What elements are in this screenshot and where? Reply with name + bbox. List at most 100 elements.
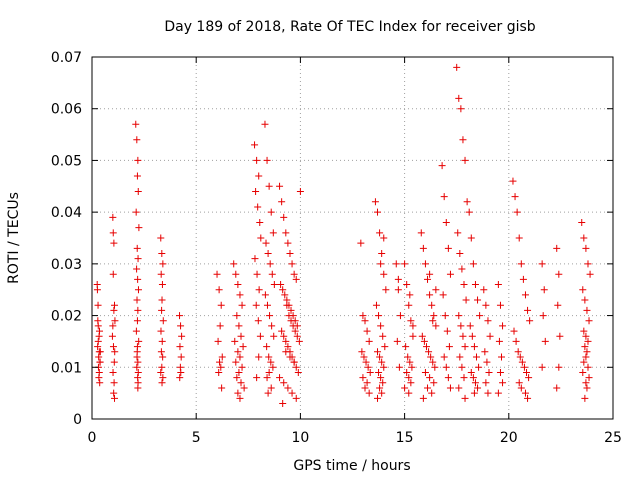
data-point bbox=[95, 332, 103, 340]
data-point bbox=[417, 229, 425, 237]
data-point bbox=[231, 337, 239, 345]
data-point bbox=[94, 337, 102, 345]
data-point bbox=[496, 368, 504, 376]
y-tick-label: 0.05 bbox=[51, 153, 82, 169]
data-point bbox=[472, 353, 480, 361]
data-point bbox=[518, 358, 526, 366]
data-point bbox=[277, 281, 285, 289]
data-point bbox=[446, 384, 454, 392]
data-point bbox=[374, 394, 382, 402]
data-point bbox=[239, 343, 247, 351]
data-point bbox=[157, 348, 165, 356]
data-point bbox=[279, 286, 287, 294]
data-point bbox=[264, 250, 272, 258]
data-point bbox=[407, 379, 415, 387]
data-point bbox=[267, 384, 275, 392]
data-point bbox=[134, 384, 142, 392]
data-point bbox=[511, 193, 519, 201]
data-point bbox=[515, 379, 523, 387]
data-point bbox=[585, 374, 593, 382]
data-point bbox=[582, 332, 590, 340]
data-point bbox=[176, 374, 184, 382]
data-point bbox=[266, 260, 274, 268]
data-point bbox=[408, 363, 416, 371]
data-point bbox=[524, 394, 532, 402]
data-point bbox=[263, 374, 271, 382]
data-point bbox=[458, 363, 466, 371]
data-point bbox=[236, 394, 244, 402]
data-point bbox=[372, 301, 380, 309]
y-tick-label: 0.06 bbox=[51, 102, 82, 118]
plot-frame bbox=[91, 56, 614, 420]
data-point bbox=[538, 260, 546, 268]
data-point bbox=[377, 260, 385, 268]
data-point bbox=[132, 208, 140, 216]
data-point bbox=[580, 358, 588, 366]
data-point bbox=[467, 234, 475, 242]
data-point bbox=[234, 348, 242, 356]
data-point bbox=[583, 306, 591, 314]
data-point bbox=[540, 286, 548, 294]
grid bbox=[92, 57, 613, 419]
data-point bbox=[285, 312, 293, 320]
data-point bbox=[263, 301, 271, 309]
data-point bbox=[429, 358, 437, 366]
data-point bbox=[134, 306, 142, 314]
data-point bbox=[445, 343, 453, 351]
data-point bbox=[178, 332, 186, 340]
data-point bbox=[380, 234, 388, 242]
data-point bbox=[286, 250, 294, 258]
data-point bbox=[458, 265, 466, 273]
data-point bbox=[216, 358, 224, 366]
data-point bbox=[405, 389, 413, 397]
data-point bbox=[405, 374, 413, 382]
data-point bbox=[295, 337, 303, 345]
data-point bbox=[133, 265, 141, 273]
data-point bbox=[403, 368, 411, 376]
data-point bbox=[401, 260, 409, 268]
data-point bbox=[265, 353, 273, 361]
data-point bbox=[554, 301, 562, 309]
data-point bbox=[457, 105, 465, 113]
data-point bbox=[456, 250, 464, 258]
data-point bbox=[294, 368, 302, 376]
data-point bbox=[407, 317, 415, 325]
data-point bbox=[469, 374, 477, 382]
data-point bbox=[96, 358, 104, 366]
data-point bbox=[251, 141, 259, 149]
data-point bbox=[474, 296, 482, 304]
data-point bbox=[424, 384, 432, 392]
data-point bbox=[363, 379, 371, 387]
data-point bbox=[95, 374, 103, 382]
data-point bbox=[583, 384, 591, 392]
data-point bbox=[582, 244, 590, 252]
data-point bbox=[428, 389, 436, 397]
data-point bbox=[263, 343, 271, 351]
x-tick-label: 10 bbox=[291, 430, 309, 446]
data-point bbox=[380, 270, 388, 278]
data-point bbox=[217, 301, 225, 309]
data-point bbox=[110, 379, 118, 387]
data-point bbox=[425, 348, 433, 356]
data-point bbox=[94, 343, 102, 351]
data-point bbox=[290, 270, 298, 278]
data-point bbox=[292, 363, 300, 371]
data-point bbox=[553, 244, 561, 252]
data-point bbox=[426, 374, 434, 382]
data-point bbox=[431, 363, 439, 371]
data-point bbox=[252, 187, 260, 195]
data-point bbox=[471, 379, 479, 387]
data-point bbox=[133, 244, 141, 252]
data-point bbox=[157, 270, 165, 278]
data-point bbox=[378, 250, 386, 258]
data-point bbox=[133, 136, 141, 144]
data-point bbox=[455, 94, 463, 102]
data-points bbox=[93, 63, 594, 407]
data-point bbox=[430, 379, 438, 387]
data-point bbox=[512, 337, 520, 345]
data-point bbox=[377, 322, 385, 330]
data-point bbox=[581, 394, 589, 402]
data-point bbox=[268, 322, 276, 330]
data-point bbox=[215, 286, 223, 294]
data-point bbox=[236, 291, 244, 299]
